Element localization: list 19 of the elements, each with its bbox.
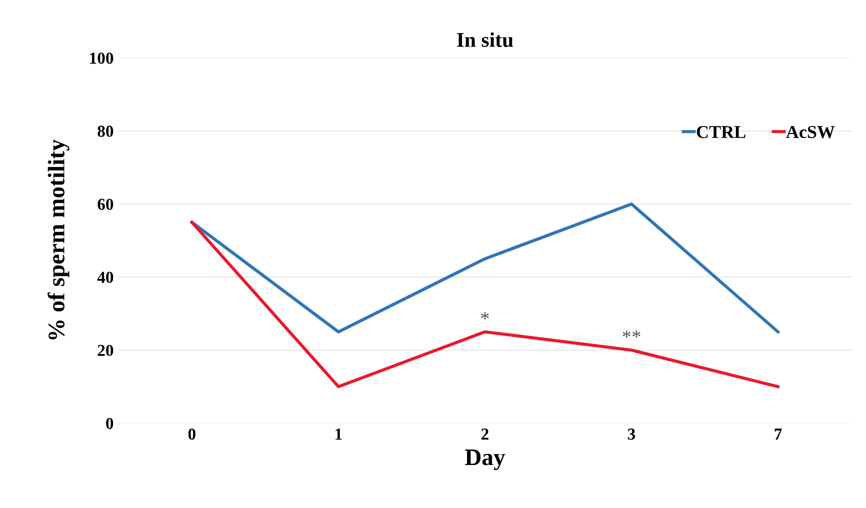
y-tick-label: 100	[90, 52, 114, 64]
annotation: *	[481, 312, 489, 320]
x-tick-label: 0	[188, 428, 196, 440]
y-tick-label: 80	[98, 126, 114, 137]
y-tick-label: 40	[97, 272, 114, 284]
x-tick-label: 7	[774, 428, 782, 440]
line-series	[190, 220, 780, 388]
x-axis-title: Day	[465, 450, 506, 470]
y-axis-title: % of sperm motility	[48, 139, 70, 340]
x-tick-label: 2	[481, 428, 488, 440]
y-tick-label: 20	[98, 344, 114, 356]
x-tick-label: 1	[336, 428, 342, 440]
legend-label: CTRL	[696, 126, 746, 138]
annotation: **	[622, 330, 640, 338]
y-tick-label: 60	[98, 198, 114, 210]
legend-label: AcSW	[786, 126, 835, 138]
y-tick-label: 0	[106, 418, 114, 430]
chart-title: In situ	[457, 32, 514, 48]
x-tick-label: 3	[628, 428, 636, 440]
